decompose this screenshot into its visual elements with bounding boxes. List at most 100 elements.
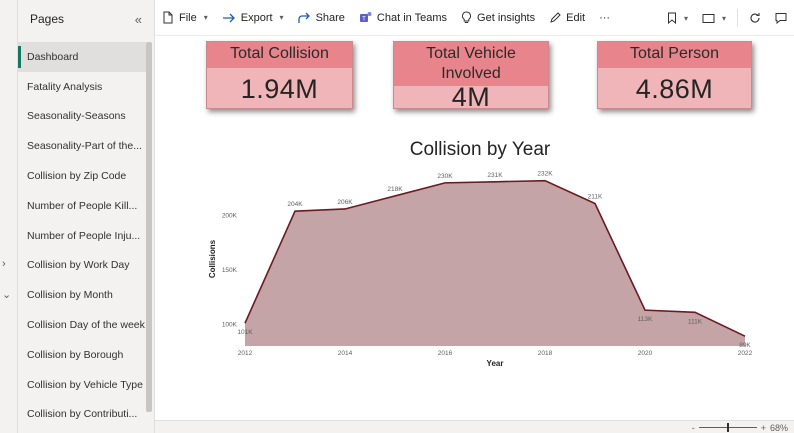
file-icon: [163, 11, 173, 24]
insights-label: Get insights: [477, 11, 536, 24]
pencil-icon: [550, 11, 561, 23]
page-item-collision-by-vehicle-type[interactable]: Collision by Vehicle Type: [18, 370, 146, 400]
edit-button[interactable]: Edit: [542, 12, 592, 24]
zoom-in-button[interactable]: +: [760, 422, 766, 433]
series-line: [244, 179, 746, 337]
view-icon: [702, 13, 715, 23]
data-label: 211K: [588, 194, 603, 201]
pages-title: Pages: [30, 12, 65, 26]
chevron-down-icon: ▾: [279, 13, 284, 22]
card-title: Total Person: [598, 42, 751, 68]
y-axis-title: Collisions: [208, 239, 217, 278]
page-item-label: Dashboard: [27, 50, 79, 63]
zoom-out-button[interactable]: -: [691, 422, 695, 433]
pages-panel: Pages « Dashboard Fatality Analysis Seas…: [18, 0, 155, 433]
page-item-label: Fatality Analysis: [27, 80, 103, 93]
pages-header: Pages «: [18, 0, 154, 38]
page-item-collision-day-of-week[interactable]: Collision Day of the week: [18, 310, 146, 340]
refresh-button[interactable]: [742, 12, 768, 24]
page-item-seasonality-part-of-day[interactable]: Seasonality-Part of the...: [18, 131, 146, 161]
kpi-card-total-person[interactable]: Total Person 4.86M: [597, 41, 752, 109]
data-label: 113K: [638, 316, 653, 323]
zoom-slider[interactable]: [698, 423, 757, 432]
kpi-card-total-vehicle[interactable]: Total Vehicle Involved 4M: [393, 41, 549, 111]
area-fill: [245, 180, 745, 346]
report-canvas: Total Collision 1.94M Total Vehicle Invo…: [155, 36, 794, 420]
data-label: 111K: [688, 318, 703, 325]
y-tick-label: 100K: [222, 321, 238, 328]
x-tick-label: 2022: [738, 350, 753, 357]
page-item-label: Collision by Month: [27, 289, 113, 302]
chat-in-teams-button[interactable]: T Chat in Teams: [352, 11, 454, 24]
x-tick-label: 2020: [638, 350, 653, 357]
file-label: File: [179, 11, 197, 24]
report-toolbar: File ▾ Export ▾ Share T Chat in Teams Ge…: [155, 0, 794, 36]
page-item-label: Seasonality-Part of the...: [27, 140, 142, 153]
page-item-fatality-analysis[interactable]: Fatality Analysis: [18, 72, 146, 102]
left-rail: › ⌄: [0, 0, 18, 433]
file-menu-button[interactable]: File ▾: [155, 11, 215, 24]
svg-text:T: T: [362, 17, 366, 23]
y-tick-label: 200K: [222, 213, 238, 220]
lightbulb-icon: [462, 11, 472, 23]
chevron-down-icon: ▾: [683, 13, 688, 23]
get-insights-button[interactable]: Get insights: [454, 11, 542, 24]
more-options-button[interactable]: ···: [592, 12, 617, 24]
comment-icon: [775, 13, 787, 24]
zoom-level: 68%: [769, 422, 788, 433]
page-item-collision-by-borough[interactable]: Collision by Borough: [18, 340, 146, 370]
x-tick-label: 2018: [538, 350, 553, 357]
expand-chevron-icon[interactable]: ›: [2, 258, 6, 270]
page-item-label: Number of People Kill...: [27, 199, 138, 212]
share-icon: [297, 12, 310, 23]
page-item-label: Number of People Inju...: [27, 229, 141, 242]
edit-label: Edit: [566, 11, 586, 24]
data-label: 89K: [739, 342, 751, 349]
data-label: 206K: [337, 199, 353, 206]
export-menu-button[interactable]: Export ▾: [215, 12, 291, 24]
page-item-label: Collision by Vehicle Type: [27, 378, 143, 391]
data-label: 232K: [537, 171, 553, 178]
collision-by-year-chart[interactable]: 101K 204K 206K 218K 230K 231K 232K 211K 113K 111K…: [195, 164, 775, 374]
data-label: 101K: [237, 329, 253, 336]
kpi-card-total-collision[interactable]: Total Collision 1.94M: [206, 41, 353, 109]
zoom-slider-thumb[interactable]: [726, 423, 729, 432]
page-item-collision-by-zip[interactable]: Collision by Zip Code: [18, 161, 146, 191]
page-item-collision-by-work-day[interactable]: Collision by Work Day: [18, 251, 146, 281]
export-arrow-icon: [222, 13, 235, 22]
page-item-label: Collision by Zip Code: [27, 170, 127, 183]
page-item-label: Seasonality-Seasons: [27, 110, 126, 123]
card-value: 4.86M: [635, 74, 714, 104]
data-label: 218K: [387, 186, 403, 193]
pages-scrollbar[interactable]: [146, 42, 152, 412]
chevron-down-icon[interactable]: ⌄: [2, 289, 12, 301]
chat-label: Chat in Teams: [376, 11, 448, 24]
bookmark-button[interactable]: ▾: [660, 12, 695, 24]
toolbar-divider: [737, 9, 738, 27]
page-list: Dashboard Fatality Analysis Seasonality-…: [18, 42, 146, 429]
share-label: Share: [315, 11, 345, 24]
status-bar: - + 68%: [155, 420, 794, 433]
x-axis-title: Year: [487, 359, 504, 368]
card-value: 1.94M: [240, 74, 319, 104]
export-label: Export: [240, 11, 273, 24]
page-item-people-killed[interactable]: Number of People Kill...: [18, 191, 146, 221]
page-item-people-injured[interactable]: Number of People Inju...: [18, 221, 146, 251]
page-item-collision-by-contributing[interactable]: Collision by Contributi...: [18, 400, 146, 430]
page-item-seasonality-seasons[interactable]: Seasonality-Seasons: [18, 102, 146, 132]
page-item-label: Collision by Borough: [27, 348, 124, 361]
card-title: Total Vehicle Involved: [394, 42, 548, 86]
comments-button[interactable]: [768, 12, 794, 24]
share-button[interactable]: Share: [291, 12, 352, 24]
view-button[interactable]: ▾: [695, 13, 733, 24]
teams-icon: T: [359, 12, 372, 23]
refresh-icon: [750, 13, 760, 23]
x-tick-label: 2014: [338, 350, 353, 357]
collapse-pages-icon[interactable]: «: [134, 11, 142, 27]
page-item-collision-by-month[interactable]: Collision by Month: [18, 280, 146, 310]
x-tick-label: 2012: [238, 350, 253, 357]
page-item-dashboard[interactable]: Dashboard: [18, 42, 146, 72]
more-options-icon: ···: [599, 11, 611, 24]
data-label: 204K: [287, 201, 303, 208]
